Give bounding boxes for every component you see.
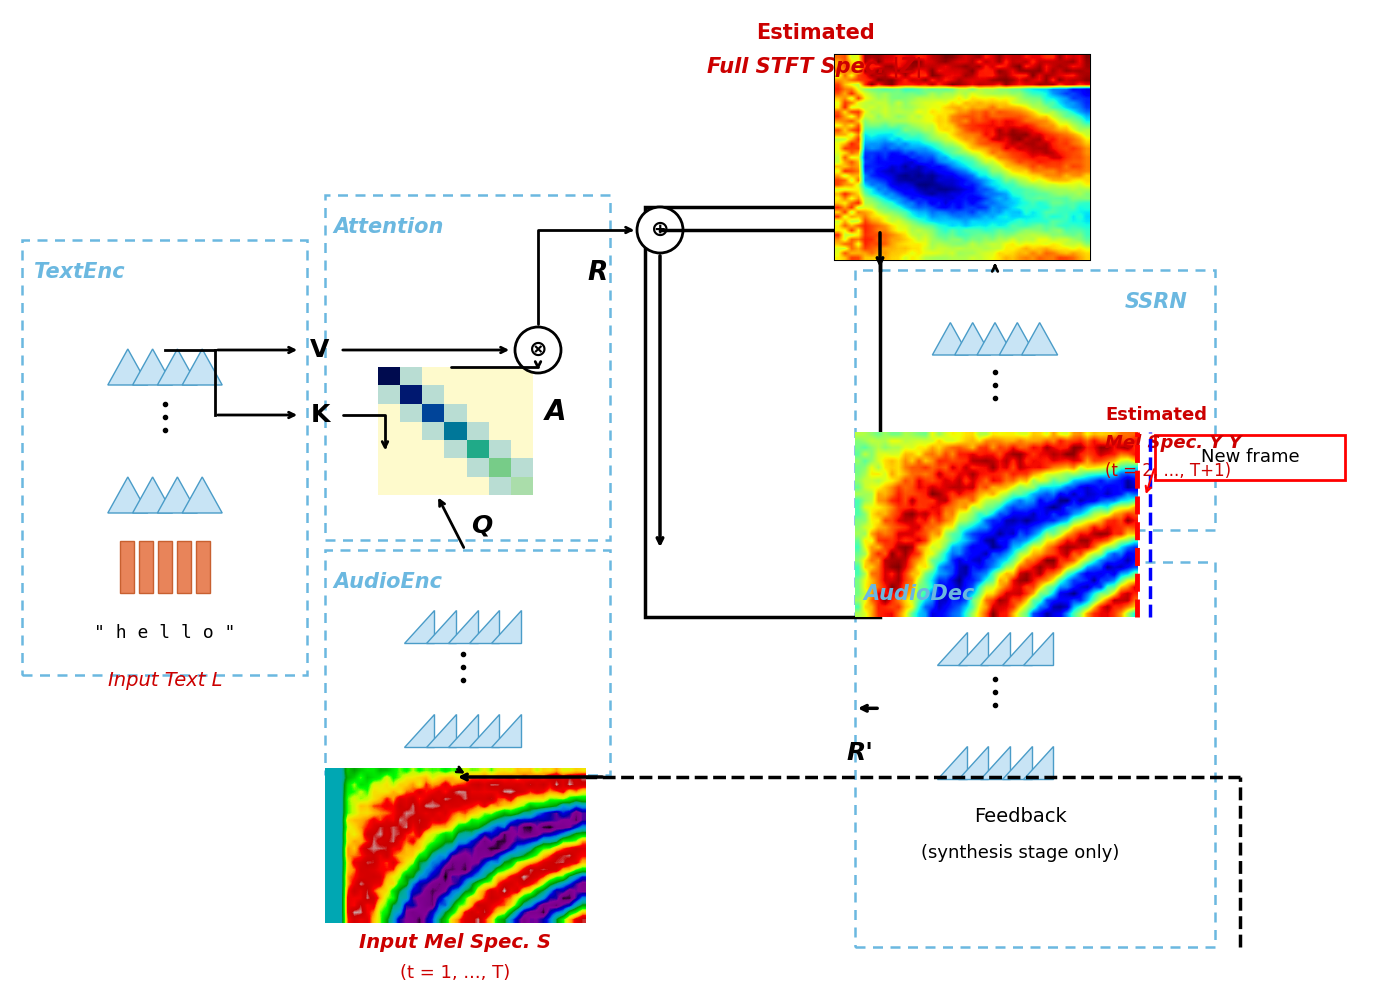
Polygon shape xyxy=(977,323,1013,355)
Text: " h e l l o ": " h e l l o " xyxy=(94,624,235,642)
Polygon shape xyxy=(158,477,198,513)
Bar xyxy=(489,477,511,495)
Polygon shape xyxy=(955,323,991,355)
Bar xyxy=(422,404,444,422)
Bar xyxy=(645,207,880,617)
Bar xyxy=(511,458,533,477)
Polygon shape xyxy=(1021,447,1057,480)
Text: ⊕: ⊕ xyxy=(650,220,670,240)
Bar xyxy=(325,550,610,775)
Bar xyxy=(400,404,422,422)
Polygon shape xyxy=(999,447,1035,480)
Polygon shape xyxy=(426,610,455,643)
Polygon shape xyxy=(491,610,520,643)
Polygon shape xyxy=(999,323,1035,355)
Polygon shape xyxy=(958,746,988,779)
Polygon shape xyxy=(108,477,148,513)
Polygon shape xyxy=(1002,632,1031,665)
Polygon shape xyxy=(426,714,455,747)
Text: (synthesis stage only): (synthesis stage only) xyxy=(920,844,1120,862)
Bar xyxy=(511,477,533,495)
Bar xyxy=(22,240,307,675)
Polygon shape xyxy=(933,323,969,355)
Text: (t = 2, ..., T+1): (t = 2, ..., T+1) xyxy=(1104,462,1232,480)
Text: Input Text L: Input Text L xyxy=(108,671,223,690)
Text: A: A xyxy=(545,398,566,426)
Text: Attention: Attention xyxy=(334,217,443,237)
Bar xyxy=(378,385,400,404)
Bar xyxy=(325,195,610,540)
Polygon shape xyxy=(133,477,173,513)
Polygon shape xyxy=(937,746,967,779)
Bar xyxy=(400,385,422,404)
Bar xyxy=(378,367,533,495)
Bar xyxy=(422,422,444,440)
Polygon shape xyxy=(183,477,223,513)
Bar xyxy=(138,541,154,593)
Text: Input Mel Spec. S: Input Mel Spec. S xyxy=(358,934,551,952)
Text: Mel Spec. Y Y: Mel Spec. Y Y xyxy=(1104,434,1241,452)
Text: Feedback: Feedback xyxy=(973,808,1067,826)
Bar xyxy=(1156,435,1345,480)
Text: ⊗: ⊗ xyxy=(529,340,547,360)
Polygon shape xyxy=(937,632,967,665)
Bar xyxy=(197,541,210,593)
Polygon shape xyxy=(977,447,1013,480)
Bar xyxy=(422,385,444,404)
Bar xyxy=(855,562,1215,947)
Text: R': R' xyxy=(847,741,873,765)
Polygon shape xyxy=(1023,632,1053,665)
Polygon shape xyxy=(158,349,198,385)
Polygon shape xyxy=(133,349,173,385)
Text: AudioDec: AudioDec xyxy=(864,584,974,604)
Polygon shape xyxy=(469,714,500,747)
Text: SSRN: SSRN xyxy=(1125,292,1187,312)
Bar xyxy=(489,458,511,477)
Text: Q: Q xyxy=(472,513,493,537)
Polygon shape xyxy=(469,610,500,643)
Bar xyxy=(400,367,422,385)
Polygon shape xyxy=(980,632,1010,665)
Bar xyxy=(466,458,489,477)
Bar xyxy=(444,404,466,422)
Circle shape xyxy=(637,207,682,253)
Polygon shape xyxy=(108,349,148,385)
Text: Estimated: Estimated xyxy=(1104,406,1207,424)
Bar xyxy=(444,422,466,440)
Bar xyxy=(466,440,489,458)
Bar xyxy=(489,440,511,458)
Circle shape xyxy=(515,327,561,373)
Polygon shape xyxy=(183,349,223,385)
Polygon shape xyxy=(933,447,969,480)
Polygon shape xyxy=(1023,746,1053,779)
Bar xyxy=(835,55,1091,260)
Polygon shape xyxy=(404,610,435,643)
Text: Full STFT Spec. |Z|: Full STFT Spec. |Z| xyxy=(707,56,923,78)
Text: (t = 1, ..., T): (t = 1, ..., T) xyxy=(400,964,511,982)
Bar xyxy=(158,541,172,593)
Polygon shape xyxy=(447,610,477,643)
Text: V: V xyxy=(310,338,329,362)
Polygon shape xyxy=(491,714,520,747)
Polygon shape xyxy=(447,714,477,747)
Bar xyxy=(378,367,400,385)
Polygon shape xyxy=(955,447,991,480)
Text: R: R xyxy=(588,260,608,286)
Bar xyxy=(466,422,489,440)
Polygon shape xyxy=(404,714,435,747)
Bar xyxy=(444,440,466,458)
Text: AudioEnc: AudioEnc xyxy=(334,572,441,592)
Text: K: K xyxy=(310,403,329,427)
Polygon shape xyxy=(958,632,988,665)
Text: Estimated: Estimated xyxy=(756,23,875,43)
Text: TextEnc: TextEnc xyxy=(35,262,125,282)
Bar xyxy=(855,270,1215,530)
Polygon shape xyxy=(1021,323,1057,355)
Polygon shape xyxy=(980,746,1010,779)
Text: New frame: New frame xyxy=(1201,448,1300,467)
Polygon shape xyxy=(1002,746,1031,779)
Bar xyxy=(120,541,134,593)
Bar xyxy=(177,541,191,593)
